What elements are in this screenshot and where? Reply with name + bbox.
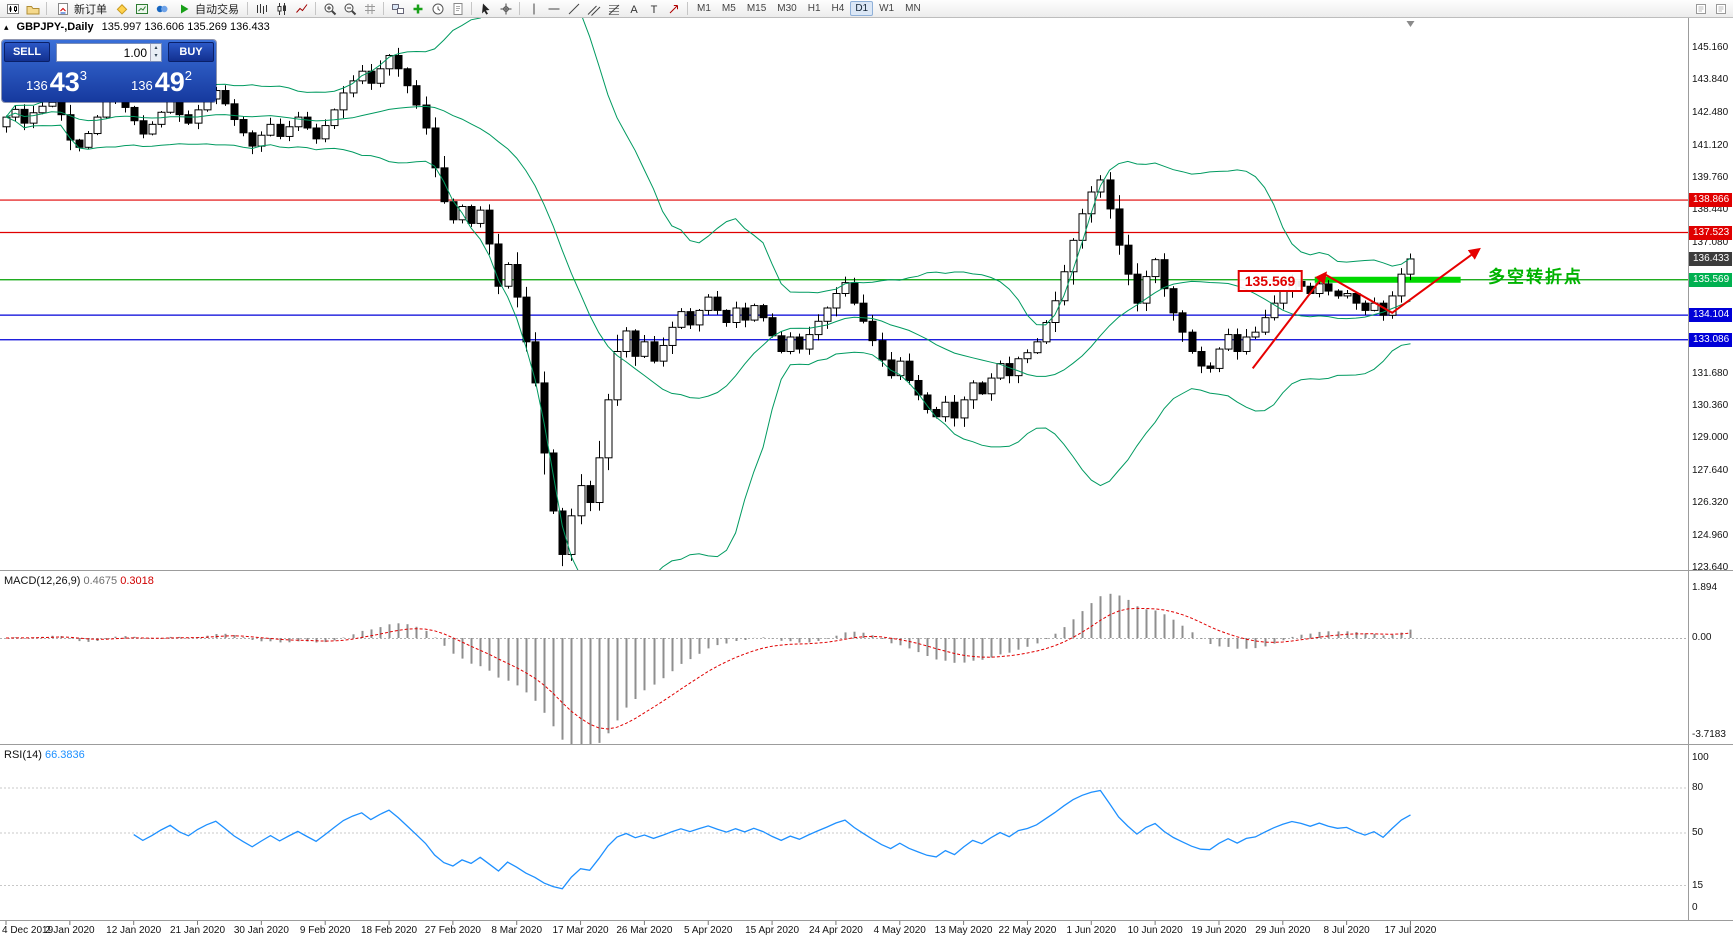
zoom-in-icon[interactable] <box>320 1 339 17</box>
new-order-label: 新订单 <box>74 3 107 16</box>
main-toolbar: 新订单 自动交易 A T M1 M5 M15 M30 H1 <box>0 0 1733 18</box>
macd-name: MACD(12,26,9) <box>4 575 81 587</box>
lot-size-value[interactable]: 1.00 <box>123 45 147 60</box>
new-chart-icon[interactable] <box>3 1 22 17</box>
macd-layer <box>0 593 1688 744</box>
autotrading-play-icon <box>176 1 192 17</box>
rsi-value: 66.3836 <box>44 749 85 761</box>
trend-arrow-up-2[interactable] <box>1324 247 1481 314</box>
sell-price[interactable]: 136 43 3 <box>4 62 109 98</box>
grid-icon[interactable] <box>360 1 379 17</box>
timeframe-button-d1[interactable]: D1 <box>850 1 874 16</box>
metaeditor-icon[interactable] <box>112 1 131 17</box>
chart-profiles-icon[interactable] <box>23 1 42 17</box>
rsi-indicator-label: RSI(14) 66.3836 <box>4 749 85 761</box>
terminal-icon[interactable] <box>132 1 151 17</box>
buy-price-prefix: 136 <box>131 78 153 93</box>
timeframe-button-w1[interactable]: W1 <box>879 3 895 14</box>
sell-price-big: 43 <box>49 67 80 97</box>
macd-value: 0.4675 <box>83 575 118 587</box>
fibonacci-icon[interactable] <box>604 1 623 17</box>
toolbar-separator <box>471 2 472 15</box>
buy-price-big: 49 <box>154 67 185 97</box>
toolbar-separator <box>315 2 316 15</box>
rsi-layer <box>0 787 1688 890</box>
rsi-line <box>133 789 1411 890</box>
buy-price[interactable]: 136 49 2 <box>109 62 214 98</box>
zoom-out-icon[interactable] <box>340 1 359 17</box>
new-order-button[interactable]: 新订单 <box>51 1 111 17</box>
trendline-icon[interactable] <box>564 1 583 17</box>
horizontal-line-icon[interactable] <box>544 1 563 17</box>
timeframe-button-m1[interactable]: M1 <box>697 3 711 14</box>
sell-button[interactable]: SELL <box>4 42 50 62</box>
toolbar-separator <box>519 2 520 15</box>
toolbar-overflow-icon[interactable] <box>1691 1 1710 17</box>
bollinger-middle-band <box>5 105 1411 399</box>
cursor-icon[interactable] <box>476 1 495 17</box>
bollinger-upper-band <box>5 18 1411 326</box>
price-annotation-box[interactable]: 135.569 <box>1237 269 1303 292</box>
buy-price-sup: 2 <box>184 68 192 83</box>
chart-ohlc-values: 135.997 136.606 135.269 136.433 <box>101 21 270 33</box>
svg-text:A: A <box>630 4 638 16</box>
lot-size-field[interactable]: 1.00 ▴ ▾ <box>56 42 162 62</box>
one-click-collapse-icon[interactable]: ▴ <box>4 21 9 32</box>
indicators-icon[interactable] <box>408 1 427 17</box>
line-chart-icon[interactable] <box>292 1 311 17</box>
turning-point-label[interactable]: 多空转折点 <box>1488 267 1583 287</box>
chart-symbol-period: GBPJPY-,Daily <box>16 21 94 33</box>
toolbar-separator <box>46 2 47 15</box>
text-label-icon[interactable]: T <box>644 1 663 17</box>
toolbar-separator <box>383 2 384 15</box>
mql5-community-icon[interactable] <box>152 1 171 17</box>
vertical-line-icon[interactable] <box>524 1 543 17</box>
chart-shift-marker <box>1406 21 1415 27</box>
candlestick-chart-icon[interactable] <box>272 1 291 17</box>
one-click-trading-panel: SELL 1.00 ▴ ▾ BUY 136 43 3 136 49 2 <box>2 40 216 102</box>
periods-icon[interactable] <box>428 1 447 17</box>
macd-signal-value: 0.3018 <box>120 575 154 587</box>
sell-price-prefix: 136 <box>26 78 48 93</box>
toolbar-separator <box>247 2 248 15</box>
timeframe-button-h1[interactable]: H1 <box>807 3 821 14</box>
timeframe-group: M1 M5 M15 M30 H1 H4 D1 W1 MN <box>692 1 926 16</box>
trend-arrow-up-1[interactable] <box>1251 271 1327 370</box>
lot-increase-button[interactable]: ▴ <box>151 43 161 52</box>
macd-signal-line <box>5 607 1411 730</box>
support-zone-highlight <box>1314 276 1461 283</box>
timeframe-button-m30[interactable]: M30 <box>777 3 797 14</box>
channel-icon[interactable] <box>584 1 603 17</box>
docking-icon[interactable] <box>1711 1 1730 17</box>
tile-windows-icon[interactable] <box>388 1 407 17</box>
templates-icon[interactable] <box>448 1 467 17</box>
text-icon[interactable]: A <box>624 1 643 17</box>
sell-price-sup: 3 <box>79 68 87 83</box>
timeframe-button-mn[interactable]: MN <box>905 3 921 14</box>
timeframe-button-h4[interactable]: H4 <box>831 3 845 14</box>
chart-title: ▴ GBPJPY-,Daily 135.997 136.606 135.269 … <box>4 21 270 33</box>
lot-decrease-button[interactable]: ▾ <box>151 52 161 61</box>
new-order-icon <box>55 1 71 17</box>
timeframe-button-m15[interactable]: M15 <box>746 3 767 14</box>
crosshair-icon[interactable] <box>496 1 515 17</box>
svg-text:T: T <box>650 4 657 16</box>
toolbar-separator <box>687 2 688 15</box>
arrows-icon[interactable] <box>664 1 683 17</box>
bar-chart-icon[interactable] <box>252 1 271 17</box>
autotrading-label: 自动交易 <box>195 3 239 16</box>
bollinger-lower-band <box>5 116 1411 570</box>
macd-indicator-label: MACD(12,26,9) 0.4675 0.3018 <box>4 575 154 587</box>
timeframe-button-m5[interactable]: M5 <box>721 3 736 14</box>
buy-button[interactable]: BUY <box>168 42 214 62</box>
autotrading-button[interactable]: 自动交易 <box>172 1 243 17</box>
lot-spinner: ▴ ▾ <box>150 43 161 61</box>
rsi-name: RSI(14) <box>4 749 42 761</box>
